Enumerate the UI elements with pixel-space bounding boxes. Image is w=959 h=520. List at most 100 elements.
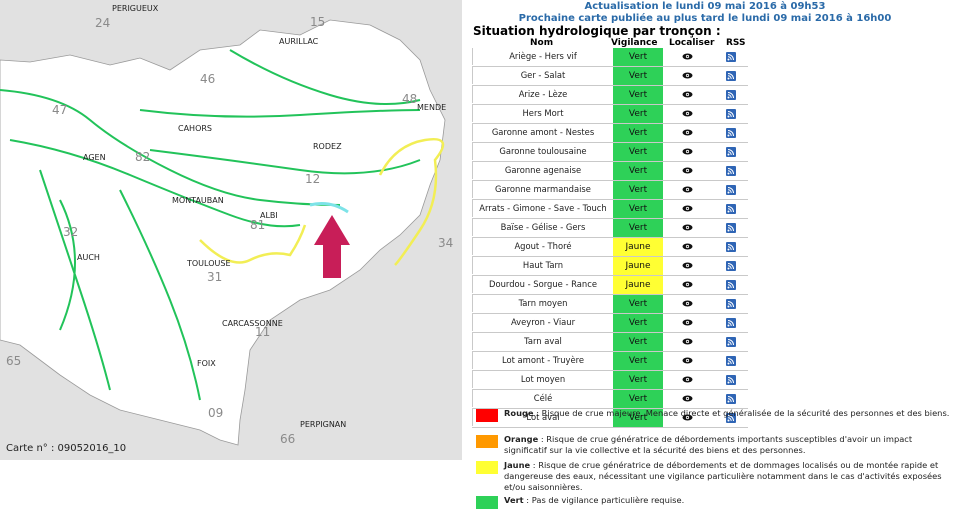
col-vigilance-header: Vigilance: [611, 38, 658, 48]
eye-icon[interactable]: [682, 300, 693, 307]
legend-swatch: [476, 461, 498, 474]
city-label: PERIGUEUX: [112, 4, 159, 13]
dept-label: 12: [305, 172, 321, 186]
vigilance-map[interactable]: 24 15 46 47 48 82 12 32 81 31 11 34 65 0…: [0, 0, 462, 460]
legend-swatch: [476, 435, 498, 448]
eye-icon[interactable]: [682, 148, 693, 155]
rss-icon[interactable]: [726, 223, 736, 233]
dept-label: 09: [208, 406, 224, 420]
table-row: Agout - Thoré Jaune: [472, 238, 748, 257]
river-line-jaune: [378, 137, 445, 266]
eye-icon[interactable]: [682, 414, 693, 421]
vigilance-cell: Vert: [613, 219, 663, 237]
table-row: Arize - Lèze Vert: [472, 86, 748, 105]
rss-icon[interactable]: [726, 147, 736, 157]
legend-text: : Risque de crue majeure. Menace directe…: [533, 408, 950, 418]
eye-icon[interactable]: [682, 186, 693, 193]
rss-icon[interactable]: [726, 280, 736, 290]
dept-label: 81: [250, 218, 266, 232]
river-line-jaune: [199, 224, 307, 264]
troncon-name: Garonne marmandaise: [472, 181, 614, 198]
legend-label: Vert: [504, 495, 524, 505]
eye-icon[interactable]: [682, 91, 693, 98]
vigilance-cell: Vert: [613, 162, 663, 180]
rss-icon[interactable]: [726, 299, 736, 309]
dept-label: 32: [63, 225, 79, 239]
vigilance-cell: Jaune: [613, 238, 663, 256]
rss-icon[interactable]: [726, 185, 736, 195]
rss-icon[interactable]: [726, 204, 736, 214]
table-row: Lot amont - Truyère Vert: [472, 352, 748, 371]
rss-icon[interactable]: [726, 337, 736, 347]
troncon-name: Baïse - Gélise - Gers: [472, 219, 614, 236]
legend-text: : Pas de vigilance particulière requise.: [523, 495, 685, 505]
city-label: ALBI: [260, 211, 278, 220]
eye-icon[interactable]: [682, 72, 693, 79]
city-label: CAHORS: [178, 124, 213, 133]
rss-icon[interactable]: [726, 394, 736, 404]
eye-icon[interactable]: [682, 129, 693, 136]
table-row: Garonne amont - Nestes Vert: [472, 124, 748, 143]
rss-icon[interactable]: [726, 375, 736, 385]
rss-icon[interactable]: [726, 261, 736, 271]
vigilance-cell: Vert: [613, 409, 663, 427]
situation-title: Situation hydrologique par tronçon :: [473, 24, 721, 38]
troncon-name: Lot amont - Truyère: [472, 352, 614, 369]
eye-icon[interactable]: [682, 376, 693, 383]
rss-icon[interactable]: [726, 52, 736, 62]
city-label: CARCASSONNE: [222, 319, 283, 328]
vigilance-cell: Vert: [613, 105, 663, 123]
vigilance-cell: Vert: [613, 143, 663, 161]
eye-icon[interactable]: [682, 224, 693, 231]
legend-item: Orange : Risque de crue génératrice de d…: [476, 434, 951, 460]
troncon-name: Tarn moyen: [472, 295, 614, 312]
eye-icon[interactable]: [682, 110, 693, 117]
eye-icon[interactable]: [682, 53, 693, 60]
map-number: Carte n° : 09052016_10: [6, 443, 127, 454]
eye-icon[interactable]: [682, 281, 693, 288]
table-row: Tarn aval Vert: [472, 333, 748, 352]
dept-label: 46: [200, 72, 216, 86]
troncon-name: Garonne toulousaine: [472, 143, 614, 160]
eye-icon[interactable]: [682, 319, 693, 326]
troncon-name: Garonne amont - Nestes: [472, 124, 614, 141]
rss-icon[interactable]: [726, 166, 736, 176]
eye-icon[interactable]: [682, 205, 693, 212]
map-svg: [0, 0, 462, 460]
troncon-name: Dourdou - Sorgue - Rance: [472, 276, 614, 293]
dept-label: 15: [310, 15, 326, 29]
rss-icon[interactable]: [726, 356, 736, 366]
eye-icon[interactable]: [682, 357, 693, 364]
eye-icon[interactable]: [682, 243, 693, 250]
river-line: [119, 189, 201, 401]
eye-icon[interactable]: [682, 167, 693, 174]
river-line: [9, 139, 301, 228]
vigilance-cell: Vert: [613, 295, 663, 313]
city-label: AGEN: [83, 153, 106, 162]
col-localiser-header: Localiser: [669, 38, 715, 48]
rss-icon[interactable]: [726, 128, 736, 138]
eye-icon[interactable]: [682, 338, 693, 345]
legend-swatch: [476, 496, 498, 509]
troncon-name: Lot moyen: [472, 371, 614, 388]
river-line: [139, 109, 421, 118]
eye-icon[interactable]: [682, 395, 693, 402]
vigilance-cell: Vert: [613, 390, 663, 408]
dept-label: 66: [280, 432, 296, 446]
rss-icon[interactable]: [726, 109, 736, 119]
city-label: MONTAUBAN: [172, 196, 224, 205]
rss-icon[interactable]: [726, 90, 736, 100]
table-row: Garonne agenaise Vert: [472, 162, 748, 181]
rss-icon[interactable]: [726, 242, 736, 252]
rss-icon[interactable]: [726, 318, 736, 328]
eye-icon[interactable]: [682, 262, 693, 269]
dept-label: 34: [438, 236, 454, 250]
table-row: Arrats - Gimone - Save - Touch Vert: [472, 200, 748, 219]
legend-label: Orange: [504, 434, 539, 444]
table-header: Nom Vigilance Localiser RSS: [470, 38, 750, 49]
rss-icon[interactable]: [726, 71, 736, 81]
vigilance-cell: Vert: [613, 181, 663, 199]
legend-swatch: [476, 409, 498, 422]
rss-icon[interactable]: [726, 413, 736, 423]
vigilance-cell: Vert: [613, 200, 663, 218]
